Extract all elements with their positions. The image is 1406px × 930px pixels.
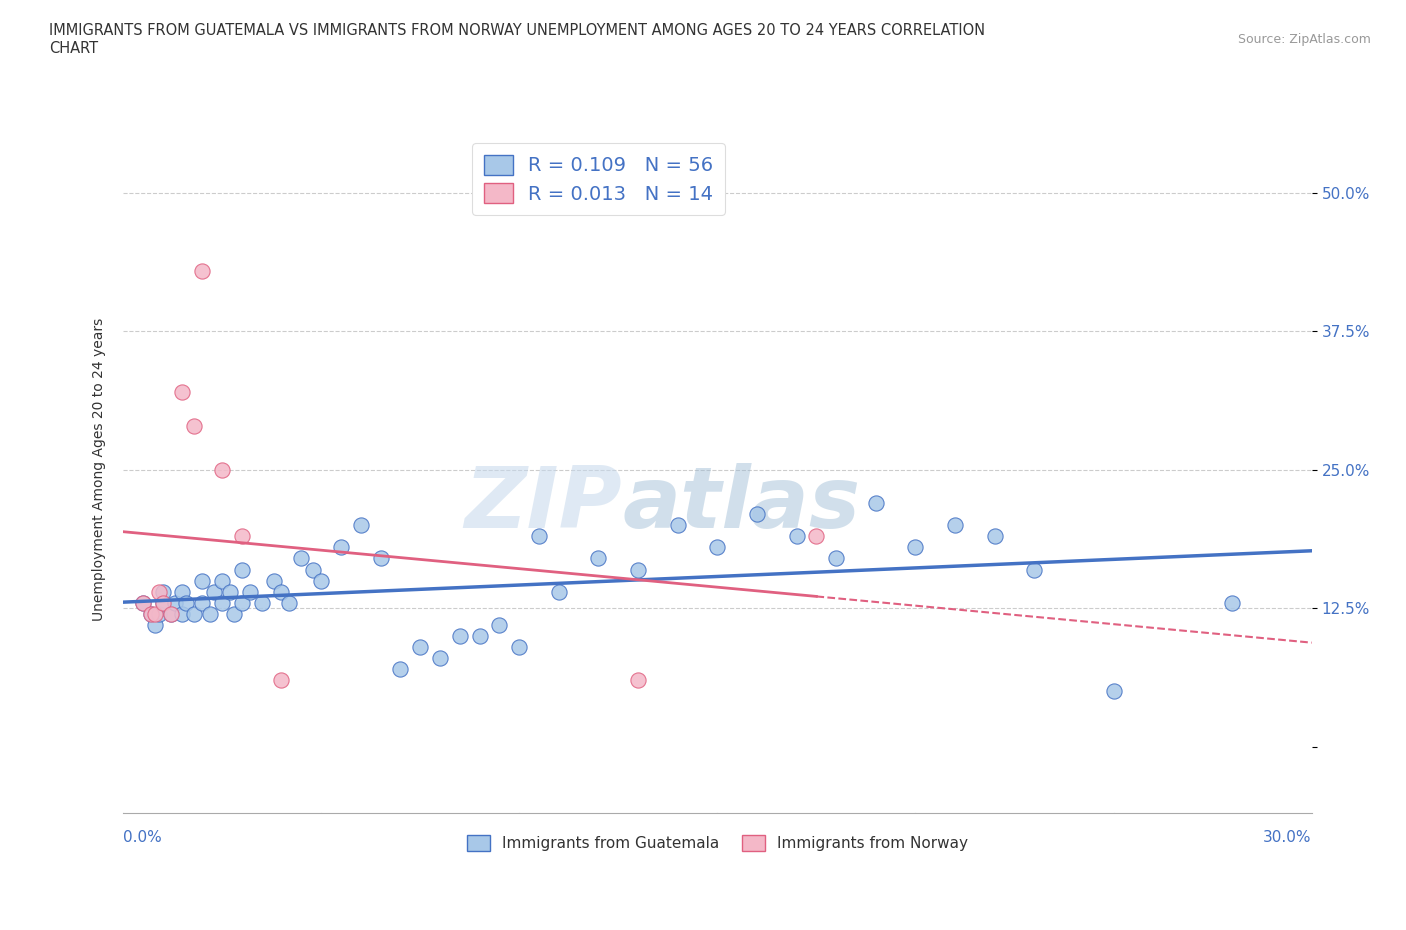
Point bbox=[290, 551, 312, 565]
Point bbox=[172, 606, 194, 621]
Point bbox=[139, 606, 162, 621]
Point bbox=[547, 584, 569, 599]
Point bbox=[350, 518, 373, 533]
Point bbox=[449, 629, 471, 644]
Point bbox=[152, 595, 174, 610]
Text: 0.0%: 0.0% bbox=[122, 830, 162, 844]
Point bbox=[983, 529, 1005, 544]
Point bbox=[270, 584, 292, 599]
Point bbox=[231, 562, 253, 577]
Text: IMMIGRANTS FROM GUATEMALA VS IMMIGRANTS FROM NORWAY UNEMPLOYMENT AMONG AGES 20 T: IMMIGRANTS FROM GUATEMALA VS IMMIGRANTS … bbox=[49, 23, 986, 56]
Point bbox=[191, 595, 214, 610]
Point bbox=[278, 595, 301, 610]
Text: 30.0%: 30.0% bbox=[1263, 830, 1312, 844]
Point bbox=[132, 595, 155, 610]
Point bbox=[202, 584, 225, 599]
Point bbox=[865, 496, 887, 511]
Point bbox=[159, 606, 181, 621]
Point bbox=[183, 606, 205, 621]
Point bbox=[211, 595, 233, 610]
Point bbox=[222, 606, 245, 621]
Point bbox=[172, 385, 194, 400]
Point bbox=[706, 540, 728, 555]
Point bbox=[429, 651, 451, 666]
Point bbox=[943, 518, 966, 533]
Point bbox=[239, 584, 262, 599]
Point bbox=[132, 595, 155, 610]
Point bbox=[468, 629, 491, 644]
Point bbox=[1024, 562, 1046, 577]
Point bbox=[211, 462, 233, 477]
Point bbox=[148, 584, 170, 599]
Text: Source: ZipAtlas.com: Source: ZipAtlas.com bbox=[1237, 33, 1371, 46]
Point bbox=[666, 518, 689, 533]
Point bbox=[627, 562, 650, 577]
Point bbox=[508, 640, 530, 655]
Point bbox=[159, 606, 181, 621]
Point bbox=[176, 595, 198, 610]
Point bbox=[786, 529, 808, 544]
Point bbox=[806, 529, 828, 544]
Point bbox=[270, 672, 292, 687]
Point bbox=[219, 584, 242, 599]
Point bbox=[1102, 684, 1125, 698]
Point bbox=[198, 606, 221, 621]
Text: atlas: atlas bbox=[623, 463, 860, 546]
Point bbox=[191, 573, 214, 588]
Point bbox=[152, 584, 174, 599]
Point bbox=[825, 551, 848, 565]
Point bbox=[183, 418, 205, 433]
Text: ZIP: ZIP bbox=[464, 463, 623, 546]
Point bbox=[745, 507, 768, 522]
Point bbox=[152, 595, 174, 610]
Point bbox=[302, 562, 325, 577]
Point bbox=[250, 595, 273, 610]
Point bbox=[172, 584, 194, 599]
Point bbox=[588, 551, 610, 565]
Point bbox=[139, 606, 162, 621]
Point bbox=[389, 662, 412, 677]
Point bbox=[370, 551, 392, 565]
Point bbox=[211, 573, 233, 588]
Point bbox=[231, 595, 253, 610]
Point bbox=[627, 672, 650, 687]
Point bbox=[1222, 595, 1244, 610]
Point bbox=[148, 606, 170, 621]
Point bbox=[143, 618, 166, 632]
Y-axis label: Unemployment Among Ages 20 to 24 years: Unemployment Among Ages 20 to 24 years bbox=[93, 318, 107, 621]
Point bbox=[527, 529, 550, 544]
Point bbox=[409, 640, 432, 655]
Point bbox=[163, 595, 186, 610]
Point bbox=[143, 606, 166, 621]
Point bbox=[191, 263, 214, 278]
Point bbox=[329, 540, 352, 555]
Point bbox=[488, 618, 510, 632]
Point bbox=[309, 573, 332, 588]
Legend: Immigrants from Guatemala, Immigrants from Norway: Immigrants from Guatemala, Immigrants fr… bbox=[461, 829, 974, 857]
Point bbox=[231, 529, 253, 544]
Point bbox=[904, 540, 927, 555]
Point bbox=[263, 573, 285, 588]
